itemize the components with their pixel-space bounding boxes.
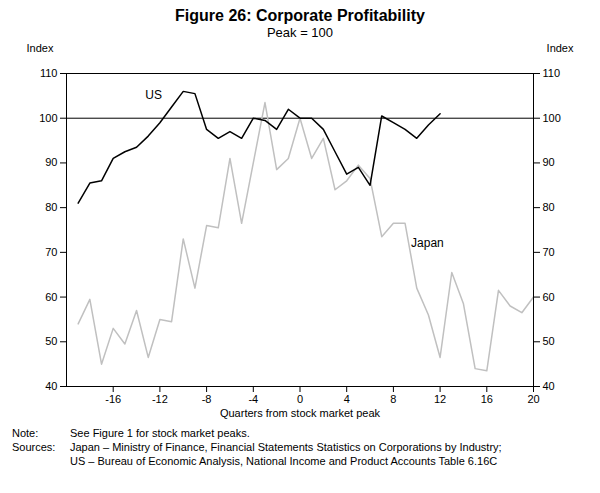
svg-text:40: 40 [45,380,57,392]
svg-text:8: 8 [390,393,396,405]
html-text:See Figure 1 for stock market: See Figure 1 for stock market peaks. [70,427,250,439]
svg-text:Index: Index [547,42,574,54]
svg-text:110: 110 [40,67,58,79]
html-text:Peak = 100: Peak = 100 [266,25,334,40]
svg-text:20: 20 [527,393,539,405]
svg-text:100: 100 [39,112,57,124]
svg-text:60: 60 [45,291,57,303]
svg-text:Quarters from stock market pea: Quarters from stock market peak [220,407,381,419]
svg-text:70: 70 [543,246,555,258]
html-text:Japan – Ministry of Finance, F: Japan – Ministry of Finance, Financial S… [70,441,502,453]
svg-text:110: 110 [543,67,561,79]
svg-text:100: 100 [543,112,561,124]
svg-text:50: 50 [45,335,57,347]
svg-text:-8: -8 [202,393,212,405]
svg-text:Japan: Japan [411,236,444,250]
html-text:Note:: Note: [12,427,39,439]
svg-text:80: 80 [45,201,57,213]
svg-text:90: 90 [543,156,555,168]
svg-text:80: 80 [543,201,555,213]
svg-text:16: 16 [481,393,493,405]
svg-text:-4: -4 [248,393,258,405]
svg-text:40: 40 [543,380,555,392]
svg-text:-16: -16 [105,393,121,405]
svg-text:US: US [145,88,162,102]
svg-text:60: 60 [543,291,555,303]
svg-text:Index: Index [27,42,54,54]
svg-text:70: 70 [45,246,57,258]
html-text:Sources:: Sources: [12,441,56,453]
svg-text:50: 50 [543,335,555,347]
svg-text:-12: -12 [152,393,168,405]
html-text:Figure 26: Corporate Profitabi: Figure 26: Corporate Profitability [175,7,425,24]
svg-text:4: 4 [344,393,350,405]
html-text:US – Bureau of Economic Analys: US – Bureau of Economic Analysis, Nation… [70,455,498,467]
svg-text:12: 12 [434,393,446,405]
svg-text:0: 0 [297,393,303,405]
svg-text:90: 90 [45,156,57,168]
